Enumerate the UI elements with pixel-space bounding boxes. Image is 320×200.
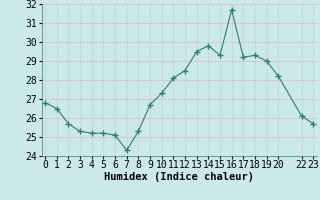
X-axis label: Humidex (Indice chaleur): Humidex (Indice chaleur)	[104, 172, 254, 182]
